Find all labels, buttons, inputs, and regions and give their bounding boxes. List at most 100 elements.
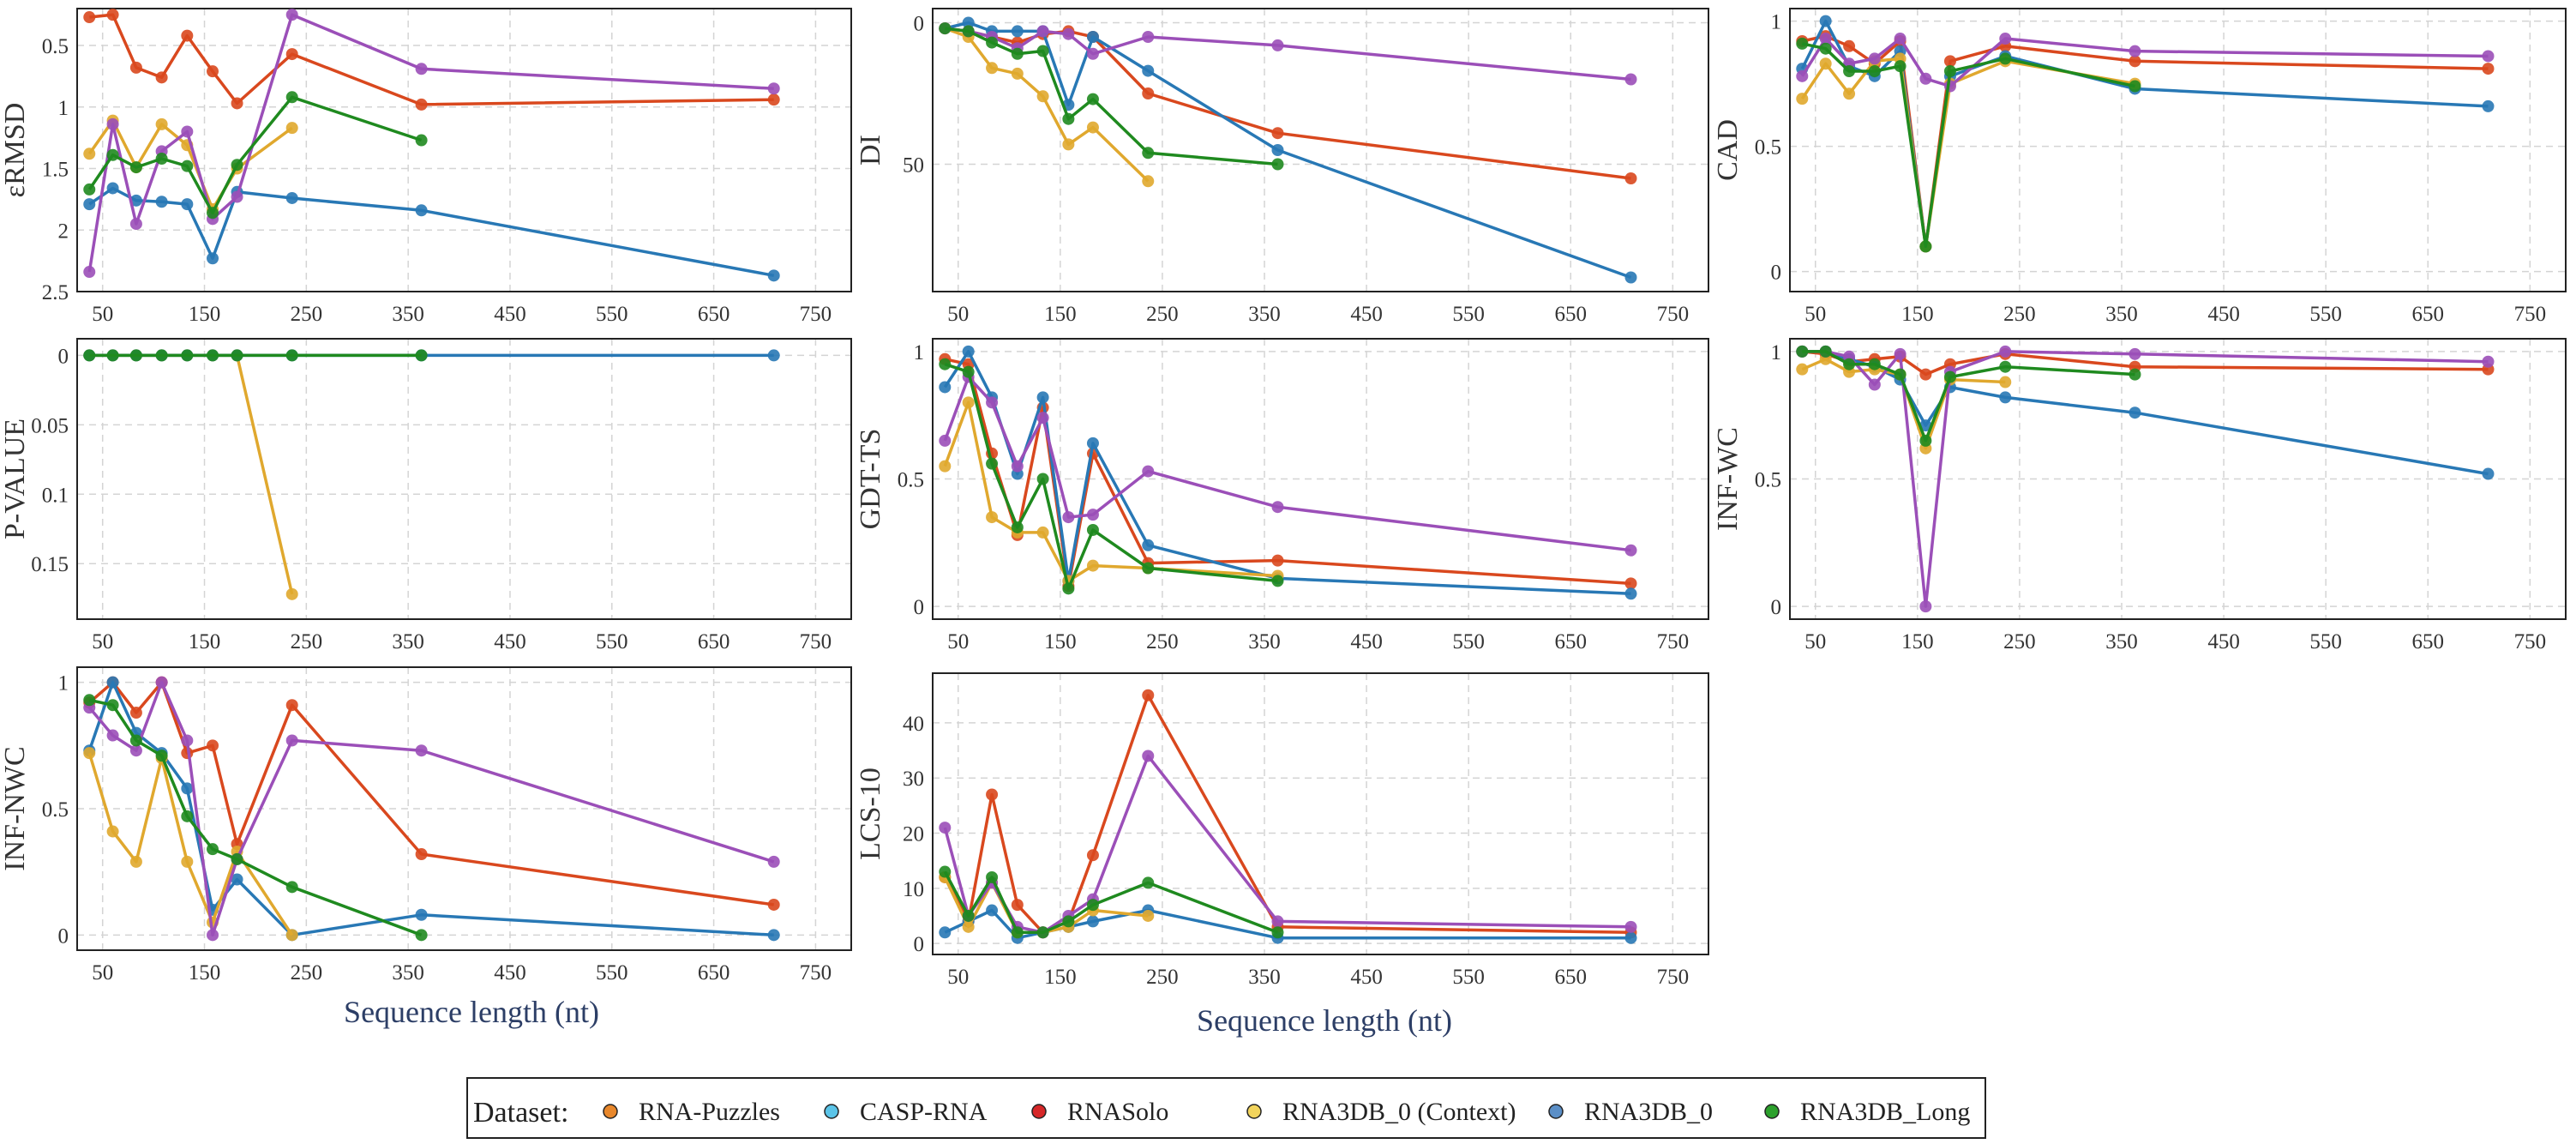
data-point-yellow [1062, 138, 1075, 151]
data-point-purple [1142, 31, 1155, 43]
x-tick-label: 150 [1044, 630, 1077, 653]
legend-marker [824, 1104, 839, 1119]
data-point-orange [767, 898, 780, 911]
data-point-orange [415, 848, 428, 861]
x-tick-label: 50 [1804, 630, 1826, 653]
x-tick-label: 650 [2411, 303, 2444, 326]
data-point-purple [1062, 511, 1075, 524]
data-point-yellow [1036, 526, 1049, 539]
data-point-green [106, 349, 119, 362]
data-point-green [1819, 345, 1832, 358]
chart-panel-3: 50 150 250 350 450 550 650 750 0 0.5 1 CAD [1712, 8, 2567, 326]
data-point-purple [1894, 347, 1906, 360]
x-tick-label: 450 [2207, 630, 2240, 653]
data-point-purple [1271, 915, 1284, 928]
x-tick-label: 650 [698, 961, 730, 984]
data-point-green [1036, 45, 1049, 57]
legend-item-5: RNA3DB_0 [1548, 1098, 1713, 1126]
data-point-purple [1142, 465, 1155, 478]
data-point-yellow [106, 825, 119, 838]
x-tick-label: 50 [947, 630, 969, 653]
y-tick-label: 0 [58, 924, 69, 948]
data-point-blue [962, 345, 975, 358]
data-point-purple [2129, 45, 2141, 57]
data-point-purple [1271, 39, 1284, 51]
data-point-blue [106, 676, 119, 689]
data-point-orange [2129, 55, 2141, 68]
data-point-green [129, 161, 142, 174]
data-point-purple [767, 82, 780, 95]
y-axis-label: CAD [1712, 119, 1744, 181]
legend-item-3: RNASolo [1031, 1098, 1168, 1126]
data-point-yellow [1142, 175, 1155, 188]
data-point-blue [2129, 406, 2141, 419]
data-point-green [415, 929, 428, 942]
legend-item-1: RNA-Puzzles [603, 1098, 780, 1126]
series-line-blue [944, 21, 1632, 280]
data-point-green [2129, 368, 2141, 381]
y-tick-label: 40 [903, 713, 924, 736]
data-point-green [2129, 80, 2141, 93]
y-axis-label: DI [855, 135, 886, 166]
x-tick-label: 750 [800, 630, 832, 653]
data-point-green [1819, 42, 1832, 55]
data-point-green [1796, 37, 1809, 50]
legend-marker [603, 1104, 618, 1119]
series-line-orange [944, 358, 1631, 588]
y-tick-label: 1 [914, 341, 925, 364]
series-line-orange [943, 693, 1631, 935]
data-point-blue [1624, 931, 1637, 944]
chart-panel-7: 50 150 250 350 450 550 650 750 0 0.5 1 INF-NWC [0, 666, 852, 984]
y-tick-label: 0.5 [1755, 469, 1781, 492]
x-tick-label: 250 [2003, 630, 2036, 653]
data-point-yellow [1999, 376, 2012, 388]
data-point-blue [2482, 99, 2495, 112]
chart-panel-8: 50 150 250 350 450 550 650 750 0 10 20 30 40 LCS-10 [855, 672, 1709, 989]
data-point-purple [1624, 73, 1637, 86]
data-point-orange [1142, 689, 1155, 701]
data-point-green [986, 36, 999, 49]
x-tick-label: 650 [698, 303, 730, 326]
data-point-orange [1271, 554, 1284, 567]
data-point-orange [285, 699, 298, 712]
data-point-blue [1011, 25, 1024, 38]
data-point-purple [1999, 33, 2012, 45]
data-point-blue [1919, 419, 1932, 432]
data-point-green [129, 734, 142, 747]
data-point-green [1894, 60, 1906, 73]
data-point-green [231, 349, 243, 362]
data-point-purple [415, 63, 428, 75]
plot-frame [932, 338, 1709, 620]
data-point-green [962, 365, 975, 378]
x-tick-label: 650 [1554, 630, 1587, 653]
data-point-purple [1271, 501, 1284, 514]
legend-label: RNA3DB_0 [1584, 1098, 1713, 1126]
x-tick-label: 350 [392, 961, 424, 984]
x-tick-label: 350 [1248, 966, 1281, 989]
legend-item-6: RNA3DB_Long [1764, 1098, 1970, 1126]
data-point-blue [962, 16, 975, 29]
y-tick-label: 20 [903, 823, 924, 846]
data-point-yellow [181, 855, 194, 868]
y-tick-label: 50 [903, 154, 924, 178]
data-point-blue [1086, 31, 1099, 43]
data-point-purple [1868, 52, 1881, 65]
data-point-yellow [155, 117, 168, 130]
x-tick-label: 450 [494, 303, 526, 326]
series-line-orange [88, 680, 774, 906]
x-tick-label: 650 [2411, 630, 2444, 653]
data-point-green [1062, 582, 1075, 595]
data-point-purple [285, 734, 298, 747]
x-tick-label: 250 [291, 961, 323, 984]
y-axis-label: εRMSD [0, 103, 31, 198]
y-tick-label: 0 [914, 13, 925, 36]
chart-panel-6: 50 150 250 350 450 550 650 750 0 0.5 1 INF-WC [1712, 338, 2567, 653]
x-tick-label: 350 [2105, 303, 2138, 326]
data-point-orange [129, 61, 142, 74]
data-point-yellow [986, 511, 999, 524]
y-tick-label: 0.5 [1755, 136, 1781, 160]
x-tick-label: 750 [1657, 303, 1690, 326]
data-point-green [1036, 926, 1049, 939]
series-line-purple [943, 754, 1631, 935]
